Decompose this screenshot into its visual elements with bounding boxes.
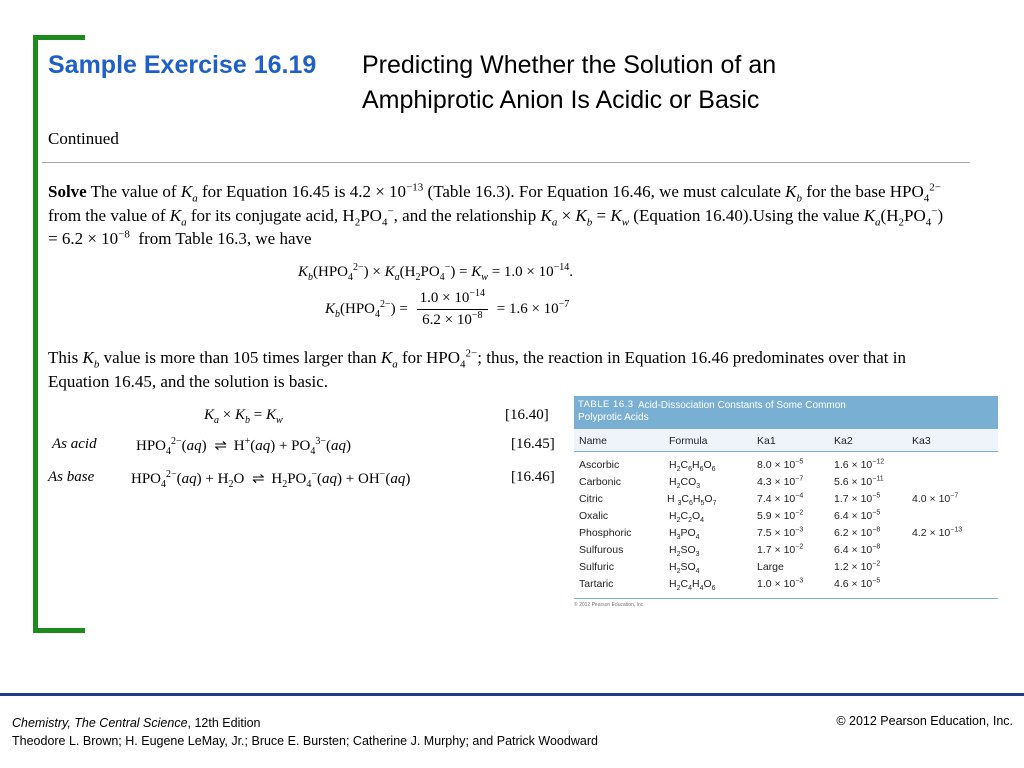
header-divider: [42, 162, 970, 163]
table-row: Ascorbic H2C6H6O6 8.0 × 10−5 1.6 × 10−12: [574, 456, 998, 474]
table-row: Phosphoric H3PO4 7.5 × 10−3 6.2 × 10−8 4…: [574, 524, 998, 542]
row-ka1: 7.5 × 10−3: [757, 526, 804, 540]
row-ka2: 1.6 × 10−12: [834, 458, 885, 472]
row-ka2: 6.4 × 10−5: [834, 509, 881, 523]
row-formula: H2CO3: [669, 476, 701, 491]
table-footnote: © 2012 Pearson Education, Inc.: [574, 598, 998, 608]
column-ka2: Ka2: [834, 435, 853, 447]
table-header: TABLE 16.3 Acid-Dissociation Constants o…: [574, 396, 998, 429]
column-name: Name: [579, 435, 608, 447]
table-row: Sulfurous H2SO3 1.7 × 10−2 6.4 × 10−8: [574, 541, 998, 559]
table-row: Carbonic H2CO3 4.3 × 10−7 5.6 × 10−11: [574, 473, 998, 491]
row-ka1: 8.0 × 10−5: [757, 458, 804, 472]
acid-dissociation-table: TABLE 16.3 Acid-Dissociation Constants o…: [574, 396, 998, 608]
row-formula: H 3C6H5O7: [667, 493, 717, 508]
row-ka1: 1.7 × 10−2: [757, 543, 804, 557]
equation-kb-value: Kb(HPO42−) = 1.0 × 10−14 6.2 × 10−8 = 1.…: [325, 288, 570, 329]
row-name: Carbonic: [579, 476, 622, 488]
continued-label: Continued: [48, 129, 119, 148]
acid-reaction: HPO42−(aq) ⇌ H+(aq) + PO43−(aq): [136, 436, 351, 457]
table-row: Citric H 3C6H5O7 7.4 × 10−4 1.7 × 10−5 4…: [574, 490, 998, 508]
row-ka1: Large: [757, 561, 784, 573]
row-ka1: 1.0 × 10−3: [757, 577, 804, 591]
equation-number-1640: [16.40]: [505, 407, 549, 423]
base-reaction: HPO42−(aq) + H2O ⇌ H2PO4−(aq) + OH−(aq): [131, 469, 411, 490]
table-number: TABLE 16.3: [578, 399, 634, 410]
row-name: Citric: [579, 493, 603, 505]
row-ka2: 6.4 × 10−8: [834, 543, 881, 557]
solve-paragraph: Solve The value of Ka for Equation 16.45…: [48, 181, 944, 248]
table-title-line-1: Acid-Dissociation Constants of Some Comm…: [638, 400, 846, 411]
row-ka2: 1.2 × 10−2: [834, 560, 881, 574]
solve-label: Solve: [48, 182, 87, 201]
row-formula: H2C2O4: [669, 510, 705, 525]
slide-bracket-top: [33, 35, 85, 40]
row-ka1: 7.4 × 10−4: [757, 492, 804, 506]
title-line-1: Predicting Whether the Solution of an: [362, 51, 777, 79]
equation-kb-ka-product: Kb(HPO42−) × Ka(H2PO4−) = Kw = 1.0 × 10−…: [298, 262, 574, 283]
footer-authors: Theodore L. Brown; H. Eugene LeMay, Jr.;…: [12, 734, 598, 748]
as-acid-label: As acid: [52, 436, 97, 452]
row-name: Sulfurous: [579, 544, 624, 556]
column-ka3: Ka3: [912, 435, 931, 447]
footer-copyright: © 2012 Pearson Education, Inc.: [836, 714, 1013, 728]
as-base-label: As base: [48, 469, 95, 485]
equation-number-1646: [16.46]: [511, 469, 555, 485]
row-name: Oxalic: [579, 510, 609, 522]
row-ka2: 5.6 × 10−11: [834, 475, 884, 489]
row-ka2: 1.7 × 10−5: [834, 492, 881, 506]
exercise-number: Sample Exercise 16.19: [48, 51, 317, 79]
kb-fraction: 1.0 × 10−14 6.2 × 10−8: [416, 289, 488, 329]
equation-number-1645: [16.45]: [511, 436, 555, 452]
table-row: Oxalic H2C2O4 5.9 × 10−2 6.4 × 10−5: [574, 507, 998, 525]
footer-citation: Chemistry, The Central Science, 12th Edi…: [12, 714, 598, 750]
conclusion-paragraph: This Kb value is more than 105 times lar…: [48, 347, 906, 391]
row-formula: H2C4H4O6: [669, 578, 716, 593]
equilibrium-arrow-icon: ⇌: [214, 438, 227, 454]
table-body: Ascorbic H2C6H6O6 8.0 × 10−5 1.6 × 10−12…: [574, 452, 998, 593]
row-ka3: 4.0 × 10−7: [912, 492, 959, 506]
slide-bracket-bottom: [33, 628, 85, 633]
row-name: Sulfuric: [579, 561, 615, 573]
column-formula: Formula: [669, 435, 708, 447]
row-formula: H2C6H6O6: [669, 459, 716, 474]
row-name: Tartaric: [579, 578, 614, 590]
row-name: Phosphoric: [579, 527, 632, 539]
slide-bracket: [33, 35, 38, 633]
row-formula: H2SO4: [669, 561, 700, 576]
table-title-line-2: Polyprotic Acids: [578, 412, 649, 423]
table-column-headers: Name Formula Ka1 Ka2 Ka3: [574, 429, 998, 452]
footer-divider: [0, 693, 1024, 696]
relation-equation: Ka × Kb = Kw: [204, 407, 283, 426]
footer-edition: , 12th Edition: [187, 716, 261, 730]
row-ka1: 4.3 × 10−7: [757, 475, 804, 489]
column-ka1: Ka1: [757, 435, 776, 447]
row-ka3: 4.2 × 10−13: [912, 526, 963, 540]
row-ka1: 5.9 × 10−2: [757, 509, 804, 523]
footer-book-title: Chemistry, The Central Science: [12, 716, 188, 730]
row-name: Ascorbic: [579, 459, 620, 471]
table-row: Tartaric H2C4H4O6 1.0 × 10−3 4.6 × 10−5: [574, 575, 998, 593]
row-ka2: 6.2 × 10−8: [834, 526, 881, 540]
title-line-2: Amphiprotic Anion Is Acidic or Basic: [362, 86, 760, 114]
table-row: Sulfuric H2SO4 Large 1.2 × 10−2: [574, 558, 998, 576]
row-ka2: 4.6 × 10−5: [834, 577, 881, 591]
row-formula: H3PO4: [669, 527, 700, 542]
row-formula: H2SO3: [669, 544, 700, 559]
equilibrium-arrow-icon: ⇌: [252, 471, 265, 487]
